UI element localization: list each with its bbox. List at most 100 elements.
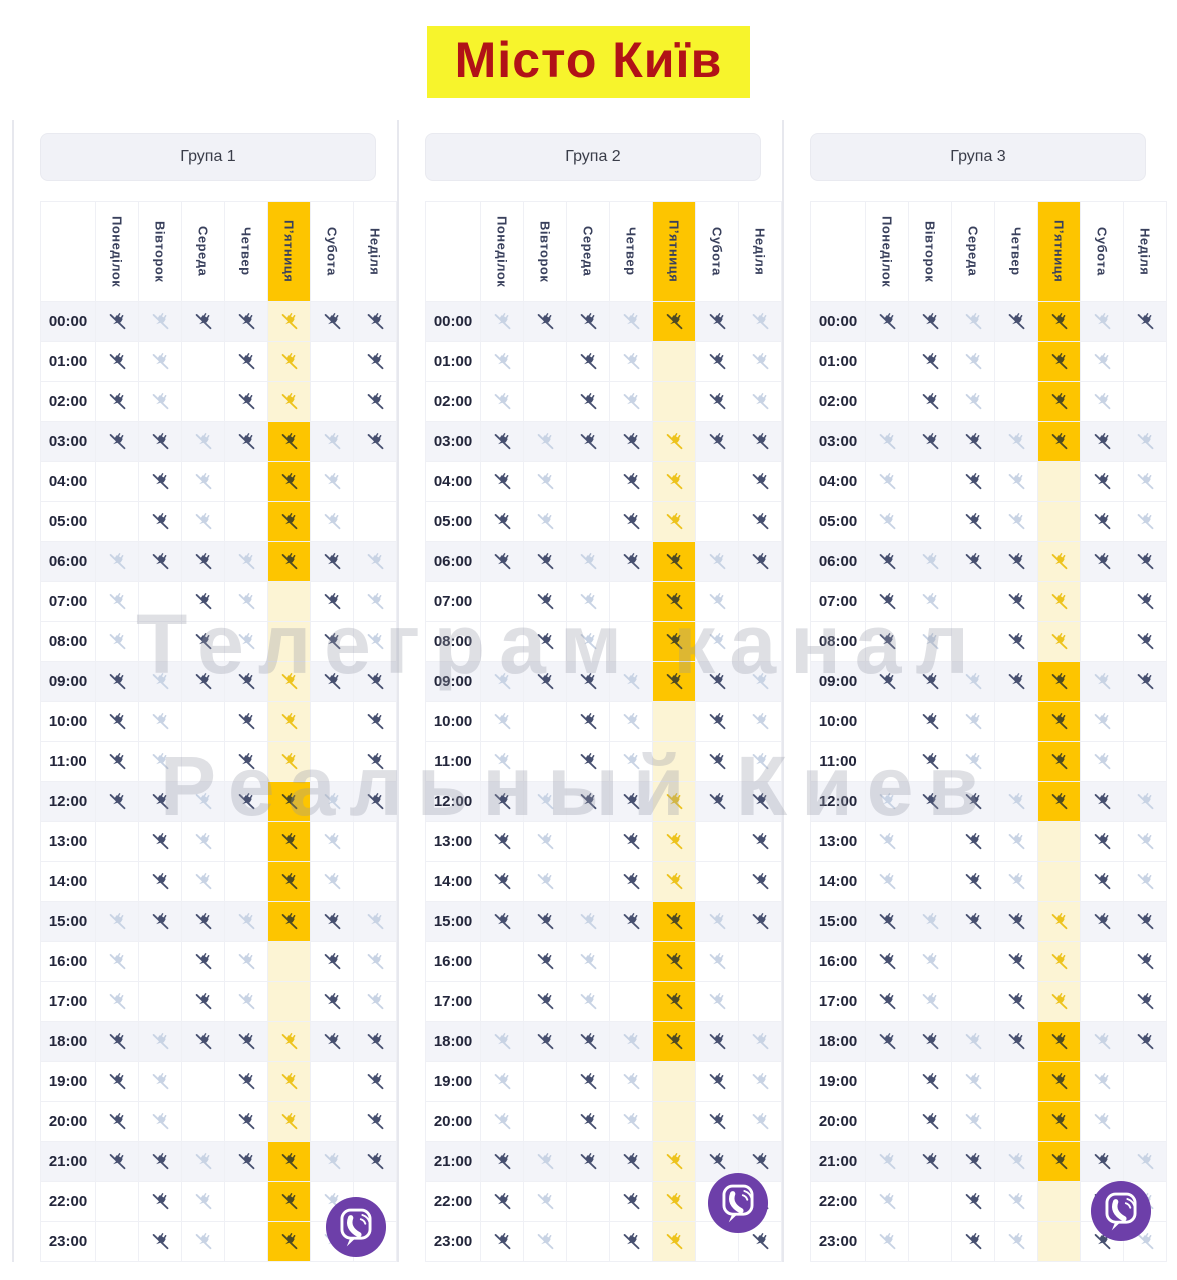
schedule-cell — [354, 782, 397, 822]
power-off-icon — [752, 473, 768, 490]
power-off-icon — [324, 513, 340, 530]
schedule-cell — [96, 742, 139, 782]
schedule-cell — [610, 1022, 653, 1062]
day-header-cell: Субота — [311, 202, 354, 302]
time-cell: 11:00 — [811, 742, 866, 782]
schedule-cell — [952, 502, 995, 542]
schedule-cell — [354, 582, 397, 622]
schedule-cell — [1124, 1142, 1167, 1182]
power-off-icon — [922, 393, 938, 410]
schedule-cell — [1038, 1142, 1081, 1182]
schedule-cell — [1038, 582, 1081, 622]
schedule-cell — [610, 662, 653, 702]
schedule-cell — [909, 1222, 952, 1262]
schedule-cell — [739, 622, 782, 662]
schedule-cell — [225, 422, 268, 462]
schedule-cell — [995, 1142, 1038, 1182]
schedule-cell — [995, 662, 1038, 702]
schedule-cell — [1038, 1062, 1081, 1102]
schedule-cell — [481, 742, 524, 782]
schedule-cell — [653, 302, 696, 342]
power-off-icon — [709, 673, 725, 690]
schedule-cell — [311, 902, 354, 942]
time-cell: 21:00 — [41, 1142, 96, 1182]
schedule-cell — [354, 302, 397, 342]
schedule-cell — [225, 702, 268, 742]
power-off-icon — [238, 553, 254, 570]
power-off-icon — [580, 313, 596, 330]
power-off-icon — [580, 1153, 596, 1170]
power-off-icon — [1008, 1193, 1024, 1210]
schedule-cell — [268, 1182, 311, 1222]
power-off-icon — [537, 433, 553, 450]
schedule-cell — [567, 302, 610, 342]
power-off-icon — [666, 1153, 682, 1170]
schedule-cell — [952, 942, 995, 982]
schedule-cell — [268, 782, 311, 822]
power-off-icon — [494, 313, 510, 330]
schedule-cell — [524, 782, 567, 822]
schedule-cell — [567, 942, 610, 982]
schedule-cell — [866, 942, 909, 982]
power-off-icon — [879, 953, 895, 970]
schedule-cell — [653, 622, 696, 662]
schedule-cell — [610, 942, 653, 982]
day-header-label: Четвер — [238, 227, 254, 276]
schedule-cell — [268, 1142, 311, 1182]
schedule-cell — [866, 342, 909, 382]
viber-button[interactable] — [1090, 1180, 1152, 1242]
schedule-cell — [225, 342, 268, 382]
schedule-cell — [696, 542, 739, 582]
power-off-icon — [238, 1033, 254, 1050]
schedule-cell — [567, 1142, 610, 1182]
power-off-icon — [152, 393, 168, 410]
schedule-cell — [567, 702, 610, 742]
power-off-icon — [324, 833, 340, 850]
power-off-icon — [152, 753, 168, 770]
power-off-icon — [1051, 593, 1067, 610]
schedule-cell — [311, 1102, 354, 1142]
schedule-cell — [952, 662, 995, 702]
schedule-cell — [995, 422, 1038, 462]
power-off-icon — [195, 513, 211, 530]
power-off-icon — [1051, 673, 1067, 690]
viber-button[interactable] — [707, 1172, 769, 1234]
schedule-cell — [610, 1182, 653, 1222]
viber-button[interactable] — [325, 1196, 387, 1258]
schedule-cell — [696, 502, 739, 542]
schedule-cell — [481, 302, 524, 342]
schedule-cell — [524, 302, 567, 342]
time-cell: 22:00 — [426, 1182, 481, 1222]
schedule-cell — [952, 1182, 995, 1222]
power-off-icon — [580, 593, 596, 610]
power-off-icon — [281, 793, 297, 810]
page-title: Місто Київ — [426, 26, 751, 98]
schedule-cell — [354, 1022, 397, 1062]
schedule-cell — [481, 1222, 524, 1262]
time-cell: 19:00 — [41, 1062, 96, 1102]
day-header-label: Неділя — [752, 227, 768, 276]
schedule-cell — [653, 862, 696, 902]
power-off-icon — [752, 1113, 768, 1130]
power-off-icon — [281, 553, 297, 570]
schedule-cell — [909, 1022, 952, 1062]
schedule-cell — [139, 1062, 182, 1102]
day-header-cell: Вівторок — [139, 202, 182, 302]
schedule-cell — [225, 782, 268, 822]
schedule-cell — [866, 582, 909, 622]
power-off-icon — [752, 753, 768, 770]
schedule-cell — [481, 942, 524, 982]
schedule-cell — [139, 502, 182, 542]
day-header-label: Неділя — [1137, 227, 1153, 276]
day-header-cell: Неділя — [1124, 202, 1167, 302]
schedule-cell — [481, 382, 524, 422]
schedule-cell — [1124, 1102, 1167, 1142]
time-cell: 20:00 — [426, 1102, 481, 1142]
power-off-icon — [537, 1153, 553, 1170]
power-off-icon — [367, 633, 383, 650]
schedule-cell — [739, 1102, 782, 1142]
schedule-cell — [866, 782, 909, 822]
power-off-icon — [195, 673, 211, 690]
schedule-cell — [1038, 342, 1081, 382]
schedule-cell — [952, 982, 995, 1022]
